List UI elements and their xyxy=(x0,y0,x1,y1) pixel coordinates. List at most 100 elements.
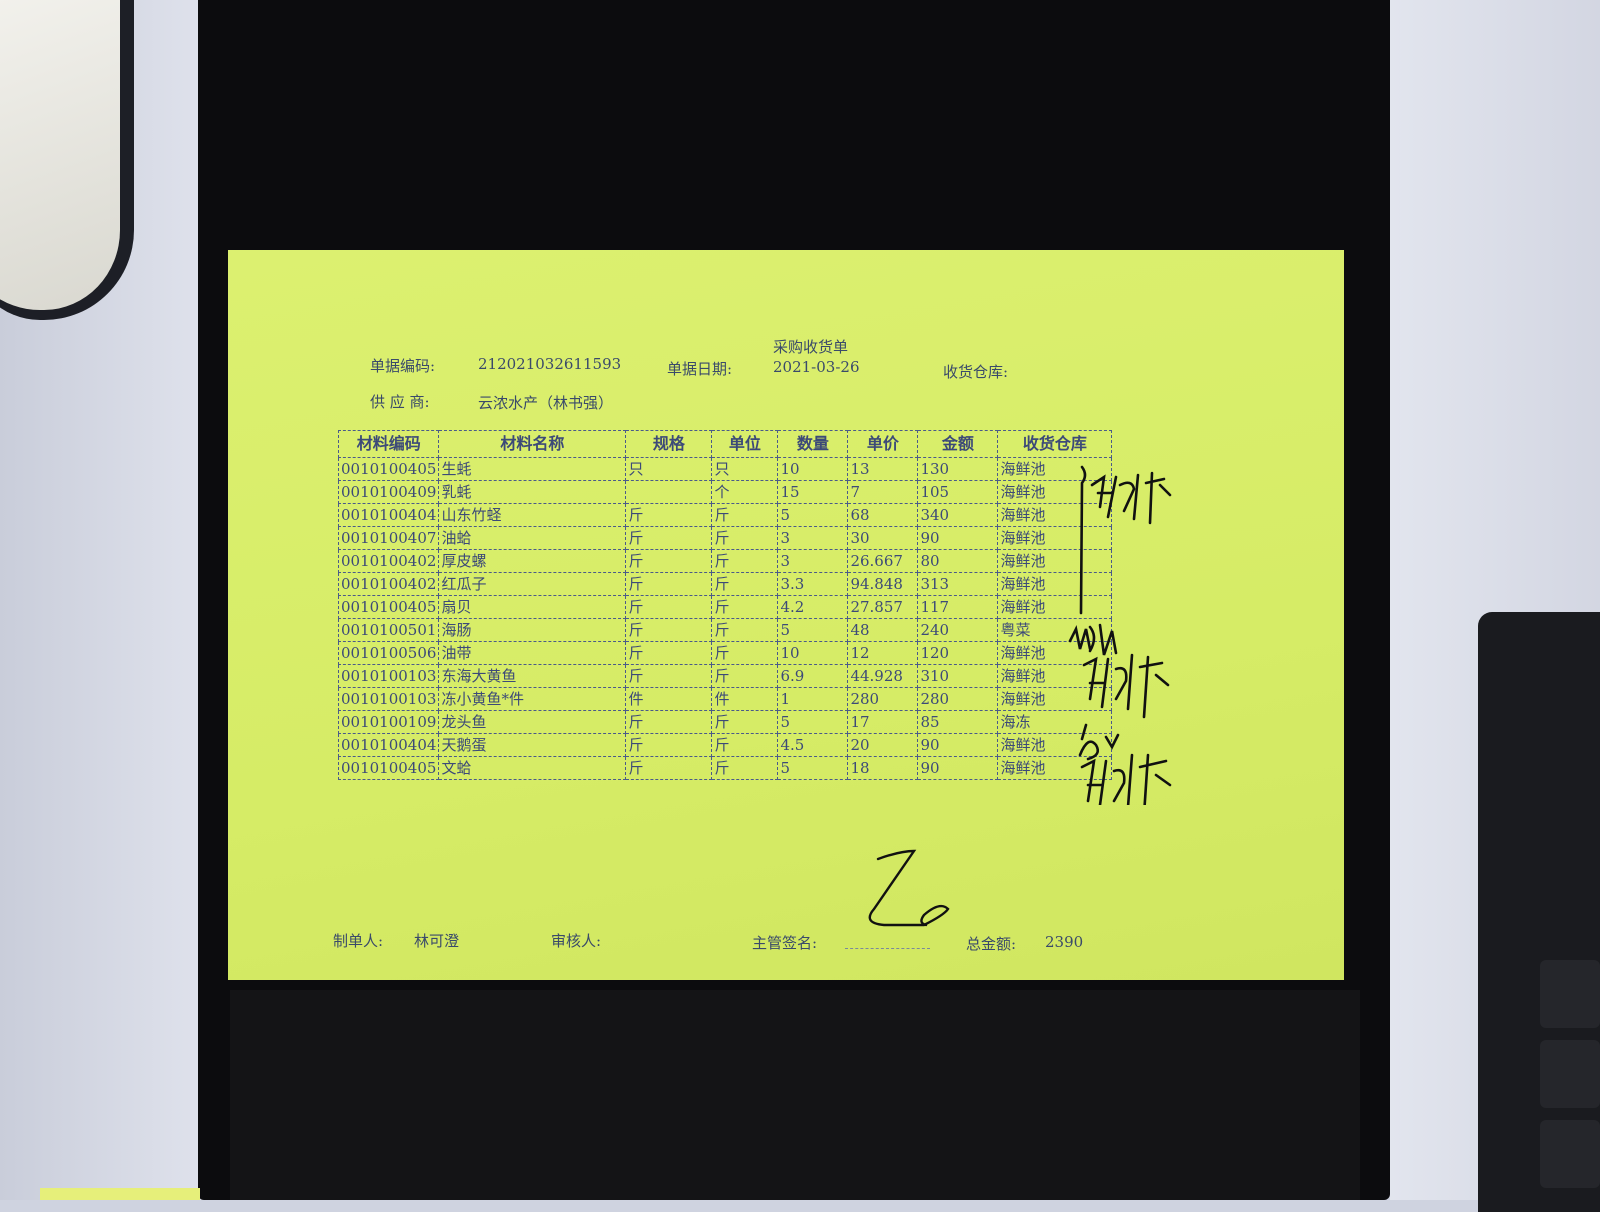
table-cell: 斤 xyxy=(711,733,779,757)
table-cell: 斤 xyxy=(711,526,779,550)
table-cell: 油蛤 xyxy=(438,526,627,550)
table-cell: 7 xyxy=(847,480,919,504)
table-cell: 海肠 xyxy=(438,618,627,642)
table-cell: 只 xyxy=(625,457,713,481)
table-cell: 85 xyxy=(917,710,999,734)
table-cell: 乳蚝 xyxy=(438,480,627,504)
table-cell: 东海大黄鱼 xyxy=(438,664,627,688)
table-header-row: 材料编码 材料名称 规格 单位 数量 单价 金额 收货仓库 xyxy=(337,430,1113,458)
table-cell: 个 xyxy=(711,480,779,504)
signature-5 xyxy=(1080,753,1172,805)
table-cell: 105 xyxy=(917,480,999,504)
signature-1 xyxy=(1090,471,1172,525)
reviewer-label: 审核人: xyxy=(551,932,602,950)
table-cell: 海鲜池 xyxy=(997,687,1113,711)
table-cell: 斤 xyxy=(625,756,713,780)
document-title: 采购收货单 xyxy=(773,338,849,356)
table-cell: 10 xyxy=(777,641,849,665)
table-cell: 4.2 xyxy=(777,595,849,619)
table-cell: 0010100501 xyxy=(337,618,440,642)
doc-no-value: 212021032611593 xyxy=(478,355,622,373)
table-cell: 240 xyxy=(917,618,999,642)
table-cell xyxy=(625,480,713,504)
table-row: 0010100405 生蚝只只 10 13 130 海鲜池 xyxy=(337,457,1113,481)
table-cell: 5 xyxy=(777,618,849,642)
supervisor-label: 主管签名: xyxy=(752,934,818,952)
table-row: 0010100407 油蛤斤斤 3 30 90 海鲜池 xyxy=(337,526,1113,550)
sticky-note xyxy=(40,1188,200,1200)
table-cell: 斤 xyxy=(711,641,779,665)
table-row: 0010100402 厚皮螺斤斤 3 26.667 80 海鲜池 xyxy=(337,549,1113,573)
table-cell: 26.667 xyxy=(847,549,919,573)
table-row: 0010100501 海肠斤斤 5 48 240 粤菜 xyxy=(337,618,1113,642)
table-cell: 文蛤 xyxy=(438,756,627,780)
maker-value: 林可澄 xyxy=(414,932,460,950)
keyboard-key xyxy=(1540,1040,1600,1108)
table-cell: 13 xyxy=(847,457,919,481)
table-row: 0010100103 东海大黄鱼斤斤 6.9 44.928 310 海鲜池 xyxy=(337,664,1113,688)
table-cell: 海鲜池 xyxy=(997,756,1113,780)
column-header: 数量 xyxy=(777,430,849,458)
column-header: 收货仓库 xyxy=(997,430,1113,458)
table-row: 0010100402 红瓜子斤斤 3.3 94.848 313 海鲜池 xyxy=(337,572,1113,596)
table-row: 0010100506 油带斤斤 10 12 120 海鲜池 xyxy=(337,641,1113,665)
table-cell: 斤 xyxy=(711,595,779,619)
table-cell: 310 xyxy=(917,664,999,688)
table-cell: 斤 xyxy=(625,733,713,757)
table-cell: 斤 xyxy=(625,618,713,642)
table-row: 0010100103 冻小黄鱼*件件件 1 280 280 海鲜池 xyxy=(337,687,1113,711)
signature-3 xyxy=(1082,653,1170,719)
warehouse-label: 收货仓库: xyxy=(943,363,1009,381)
table-cell: 0010100404 xyxy=(337,733,440,757)
column-header: 材料名称 xyxy=(438,430,627,458)
table-cell: 5 xyxy=(777,503,849,527)
table-cell: 0010100404 xyxy=(337,503,440,527)
table-cell: 斤 xyxy=(711,756,779,780)
table-cell: 斤 xyxy=(711,549,779,573)
table-cell: 斤 xyxy=(625,503,713,527)
table-row: 0010100405 文蛤斤斤 5 18 90 海鲜池 xyxy=(337,756,1113,780)
table-cell: 海鲜池 xyxy=(997,503,1113,527)
table-cell: 0010100405 xyxy=(337,457,440,481)
table-cell: 斤 xyxy=(625,572,713,596)
table-cell: 件 xyxy=(711,687,779,711)
table-cell: 3.3 xyxy=(777,572,849,596)
total-value: 2390 xyxy=(1045,933,1084,951)
table-cell: 5 xyxy=(777,756,849,780)
table-cell: 18 xyxy=(847,756,919,780)
table-cell: 3 xyxy=(777,526,849,550)
table-cell: 90 xyxy=(917,526,999,550)
table-cell: 117 xyxy=(917,595,999,619)
signature-4 xyxy=(1078,723,1120,761)
table-cell: 0010100402 xyxy=(337,549,440,573)
table-cell: 0010100405 xyxy=(337,756,440,780)
table-cell: 山东竹蛏 xyxy=(438,503,627,527)
table-cell: 90 xyxy=(917,756,999,780)
table-cell: 1 xyxy=(777,687,849,711)
table-cell: 斤 xyxy=(625,549,713,573)
table-cell: 0010100402 xyxy=(337,572,440,596)
table-cell: 只 xyxy=(711,457,779,481)
table-cell: 130 xyxy=(917,457,999,481)
table-cell: 27.857 xyxy=(847,595,919,619)
table-cell: 斤 xyxy=(625,526,713,550)
items-table: 材料编码 材料名称 规格 单位 数量 单价 金额 收货仓库 0010100405 生蚝只只 10 1… xyxy=(337,430,1113,780)
table-cell: 龙头鱼 xyxy=(438,710,627,734)
table-cell: 斤 xyxy=(711,503,779,527)
table-cell: 0010100409 xyxy=(337,480,440,504)
table-row: 0010100409 乳蚝个 15 7 105 海鲜池 xyxy=(337,480,1113,504)
table-cell: 斤 xyxy=(625,710,713,734)
table-row: 0010100404 天鹅蛋斤斤 4.5 20 90 海鲜池 xyxy=(337,733,1113,757)
maker-label: 制单人: xyxy=(333,932,384,950)
table-cell: 340 xyxy=(917,503,999,527)
table-cell: 红瓜子 xyxy=(438,572,627,596)
column-header: 单位 xyxy=(711,430,779,458)
table-row: 0010100109 龙头鱼斤斤 5 17 85 海冻 xyxy=(337,710,1113,734)
table-cell: 280 xyxy=(847,687,919,711)
table-cell: 海鲜池 xyxy=(997,526,1113,550)
table-cell: 12 xyxy=(847,641,919,665)
table-cell: 280 xyxy=(917,687,999,711)
table-cell: 0010100405 xyxy=(337,595,440,619)
table-cell: 厚皮螺 xyxy=(438,549,627,573)
table-cell: 0010100103 xyxy=(337,687,440,711)
